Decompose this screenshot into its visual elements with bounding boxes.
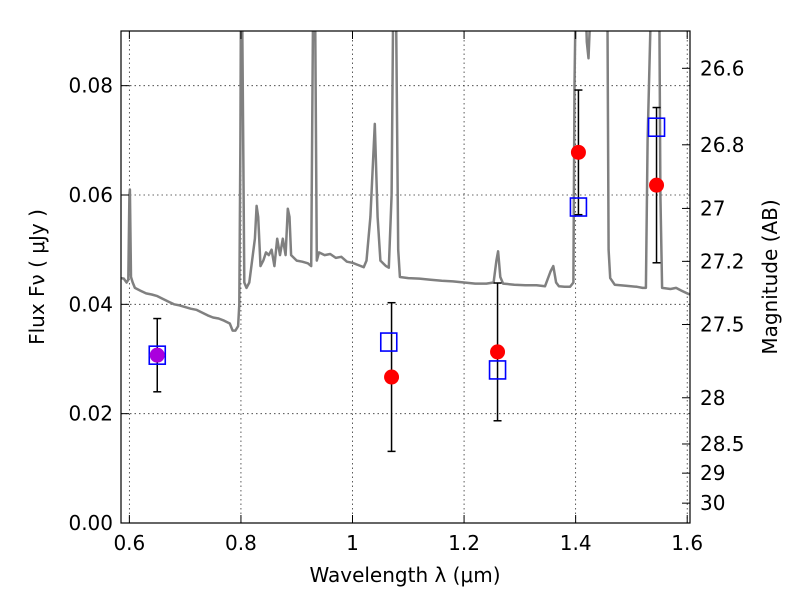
observed-photometry-points (149, 144, 665, 385)
magnitude-tick-label: 27 (700, 196, 725, 220)
model-point-square (569, 197, 588, 217)
magnitude-axis-label: Magnitude (AB) (758, 199, 782, 354)
x-tick-label: 0.8 (225, 531, 257, 555)
y-tick-label: 0.00 (68, 511, 113, 535)
x-tick-label: 1.4 (560, 531, 592, 555)
magnitude-tick-label: 30 (700, 491, 725, 515)
magnitude-tick-label: 27.2 (700, 249, 745, 273)
magnitude-tick-label: 28.5 (700, 432, 745, 456)
plot-frame (120, 30, 691, 524)
observed-point (490, 344, 506, 360)
x-tick-label: 1.2 (448, 531, 480, 555)
magnitude-tick-label: 28 (700, 386, 725, 410)
y-axis-label: Flux Fν ( μJy ) (25, 209, 49, 345)
observed-point (649, 177, 665, 193)
spectrum-line (121, 31, 690, 332)
x-tick-label: 1.6 (671, 531, 703, 555)
x-tick-label: 0.6 (113, 531, 145, 555)
x-axis-label: Wavelength λ (μm) (309, 563, 500, 587)
magnitude-tick-label: 26.8 (700, 133, 745, 157)
model-point-square (148, 345, 167, 365)
model-photometry-points (148, 117, 666, 380)
observed-point (384, 369, 400, 385)
model-spectrum (121, 31, 690, 332)
magnitude-tick-label: 27.5 (700, 313, 745, 337)
y-tick-label: 0.06 (68, 183, 113, 207)
y-tick-label: 0.08 (68, 74, 113, 98)
observed-point (570, 144, 586, 160)
axis-ticks: 0.6 0.8 1 1.2 1.4 1.6 0.00 0.02 0.04 0.06 0.08 26.6… (68, 31, 745, 555)
observed-point (149, 347, 165, 363)
y-tick-label: 0.04 (68, 292, 113, 316)
error-bars (153, 89, 661, 453)
magnitude-tick-label: 29 (700, 461, 725, 485)
y-tick-label: 0.02 (68, 402, 113, 426)
model-point-square (647, 117, 666, 138)
x-tick-label: 1 (346, 531, 359, 555)
model-point-square (488, 360, 507, 380)
magnitude-tick-label: 26.6 (700, 56, 745, 80)
model-point-square (379, 332, 398, 352)
